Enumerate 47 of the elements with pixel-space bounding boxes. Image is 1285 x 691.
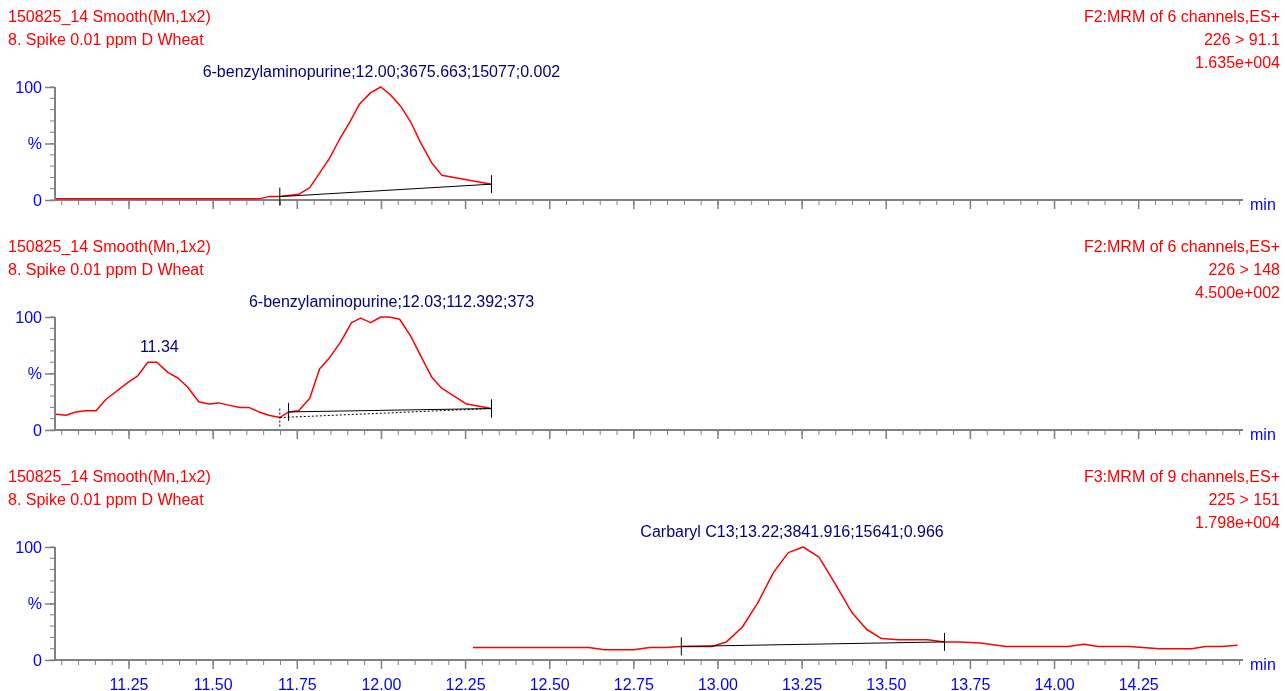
line-series [472, 546, 1239, 651]
x-tick-label: 11.25 [109, 676, 149, 691]
chart-subtitle: 8. Spike 0.01 ppm D Wheat [8, 31, 205, 48]
chart-subtitle: 8. Spike 0.01 ppm D Wheat [8, 261, 205, 278]
text: F3:MRM of 9 channels,ES+ [1083, 468, 1280, 485]
chart-title: 150825_14 Smooth(Mn,1x2) [8, 238, 211, 256]
text: F2:MRM of 6 channels,ES+ [1083, 238, 1280, 255]
text: 226 > 148 [1208, 261, 1281, 278]
y-tick-label: 0 [33, 421, 43, 439]
chart-title: 150825_14 Smooth(Mn,1x2) [8, 468, 211, 486]
chart-title: 150825_14 Smooth(Mn,1x2) [8, 8, 211, 26]
x-tick-label: 13.25 [782, 676, 823, 691]
x-tick-label: 13.75 [950, 676, 991, 691]
text: 4.500e+002 [1195, 284, 1281, 301]
y-tick-label: 0 [33, 651, 43, 669]
text: 225 > 151 [1208, 491, 1281, 508]
y-tick-label: 0 [33, 191, 43, 209]
x-axis-title: min [1250, 426, 1276, 443]
x-axis-title: min [1250, 196, 1276, 213]
text: 1.798e+004 [1195, 514, 1281, 531]
line-series [55, 316, 493, 419]
x-tick-label: 12.00 [361, 676, 402, 691]
text: 226 > 91.1 [1203, 31, 1281, 48]
x-tick-label: 14.00 [1034, 676, 1075, 691]
chart-subtitle: 8. Spike 0.01 ppm D Wheat [8, 491, 205, 508]
x-tick-label: 13.00 [697, 676, 739, 691]
x-axis-title: min [1250, 656, 1276, 673]
y-tick-label: % [27, 595, 42, 613]
text: F2:MRM of 6 channels,ES+ [1083, 8, 1280, 25]
annotation: 6-benzylaminopurine;12.00;3675.663;15077;0.002 [202, 63, 561, 80]
y-tick-label: % [27, 135, 42, 153]
x-tick-label: 12.75 [613, 676, 654, 691]
x-tick-label: 11.50 [193, 676, 233, 691]
x-tick-label: 13.50 [866, 676, 907, 691]
y-tick-label: % [27, 365, 42, 383]
x-tick-label: 12.50 [529, 676, 570, 691]
annotation: 11.34 [139, 338, 179, 356]
x-tick-label: 11.75 [277, 676, 317, 691]
line-series [55, 86, 493, 200]
y-tick-label: 100 [15, 538, 43, 556]
x-tick-label: 12.25 [445, 676, 486, 691]
annotation: 6-benzylaminopurine;12.03;112.392;373 [248, 293, 535, 310]
annotation: Carbaryl C13;13.22;3841.916;15641;0.966 [640, 523, 944, 540]
y-tick-label: 100 [15, 78, 43, 96]
y-tick-label: 100 [15, 308, 43, 326]
text: 1.635e+004 [1195, 54, 1281, 71]
x-tick-label: 14.25 [1118, 676, 1159, 691]
